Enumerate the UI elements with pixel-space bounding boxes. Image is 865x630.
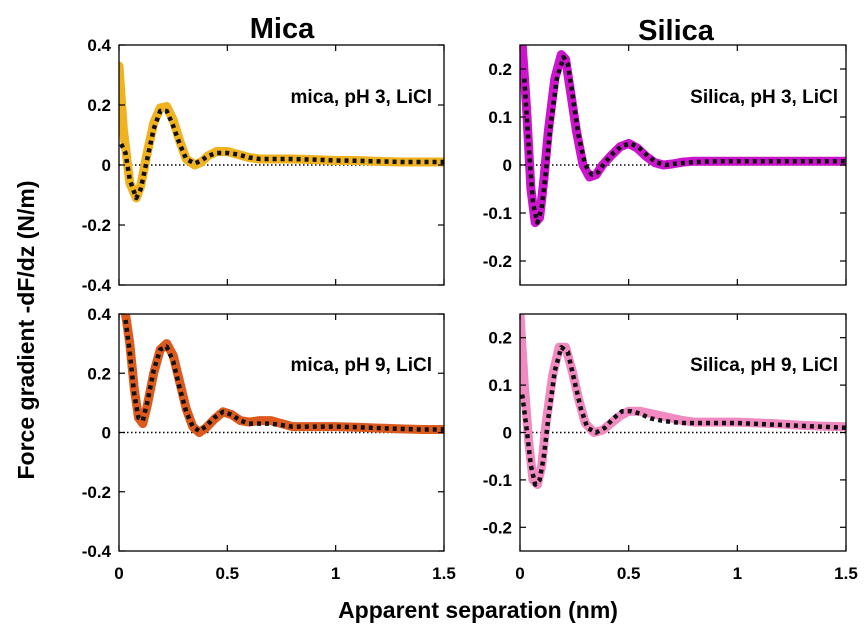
y-tick-label: 0.1 <box>488 376 512 395</box>
plot-area <box>520 45 846 228</box>
y-tick-label: -0.2 <box>483 518 512 537</box>
chart-panel-top-left: -0.4 -0.2 0 0.2 0.4 mica, pH 3, LiCl <box>82 36 445 295</box>
data-series-line <box>119 61 444 203</box>
y-tick-label: -0.2 <box>82 216 111 235</box>
data-series-line <box>520 314 846 490</box>
plot-area <box>119 61 444 203</box>
y-tick-label: 0.1 <box>488 108 512 127</box>
x-tick-label: 1 <box>733 564 742 583</box>
panel-annotation-label: Silica, pH 3, LiCl <box>690 87 838 108</box>
panel-annotation-label: mica, pH 9, LiCl <box>291 355 432 376</box>
column-title-silica: Silica <box>638 15 715 47</box>
y-tick-label: 0.2 <box>488 60 512 79</box>
fit-series-line <box>123 319 444 434</box>
y-tick-label: 0 <box>102 156 111 175</box>
y-tick-label: -0.4 <box>82 542 112 561</box>
data-series-line <box>121 314 444 437</box>
fit-series-line <box>520 344 846 487</box>
y-tick-label: 0 <box>503 156 512 175</box>
x-axis-title: Apparent separation (nm) <box>338 597 618 623</box>
plot-area <box>121 314 444 437</box>
y-tick-label: 0.4 <box>87 36 111 55</box>
y-tick-label: -0.1 <box>483 204 512 223</box>
panels-group: -0.4 -0.2 0 0.2 0.4 mica, pH 3, LiCl -0.2 -0.1 0… <box>82 36 858 583</box>
x-tick-label: 0.5 <box>216 564 240 583</box>
panel-annotation-label: mica, pH 3, LiCl <box>291 87 432 108</box>
x-tick-label: 1.5 <box>432 564 456 583</box>
y-tick-label: 0.2 <box>488 329 512 348</box>
y-tick-label: 0.2 <box>87 96 111 115</box>
y-tick-label: -0.4 <box>82 276 112 295</box>
x-tick-label: 1.5 <box>834 564 858 583</box>
x-tick-label: 1 <box>331 564 340 583</box>
column-title-mica: Mica <box>250 13 315 45</box>
x-tick-label: 0 <box>114 564 123 583</box>
x-tick-label: 0 <box>515 564 524 583</box>
panel-annotation-label: Silica, pH 9, LiCl <box>690 355 838 376</box>
chart-panel-bottom-left: -0.4 -0.2 0 0.2 0.4 0 0.5 1 1.5 mica, pH 9, LiCl <box>82 305 456 583</box>
y-axis-title: Force gradient -dF/dz (N/m) <box>13 181 39 480</box>
y-tick-label: -0.2 <box>483 252 512 271</box>
fit-series-line <box>522 54 846 225</box>
y-tick-label: -0.1 <box>483 471 512 490</box>
chart-panel-bottom-right: -0.2 -0.1 0 0.1 0.2 0 0.5 1 1.5 Silica, pH 9, LiC… <box>483 313 858 583</box>
y-tick-label: 0.4 <box>87 305 111 324</box>
y-tick-label: 0 <box>503 424 512 443</box>
x-tick-label: 0.5 <box>617 564 641 583</box>
y-tick-label: -0.2 <box>82 483 111 502</box>
y-tick-label: 0 <box>102 424 111 443</box>
y-tick-label: 0.2 <box>87 364 111 383</box>
chart-panel-top-right: -0.2 -0.1 0 0.1 0.2 Silica, pH 3, LiCl <box>483 44 847 286</box>
plot-area <box>520 314 846 490</box>
